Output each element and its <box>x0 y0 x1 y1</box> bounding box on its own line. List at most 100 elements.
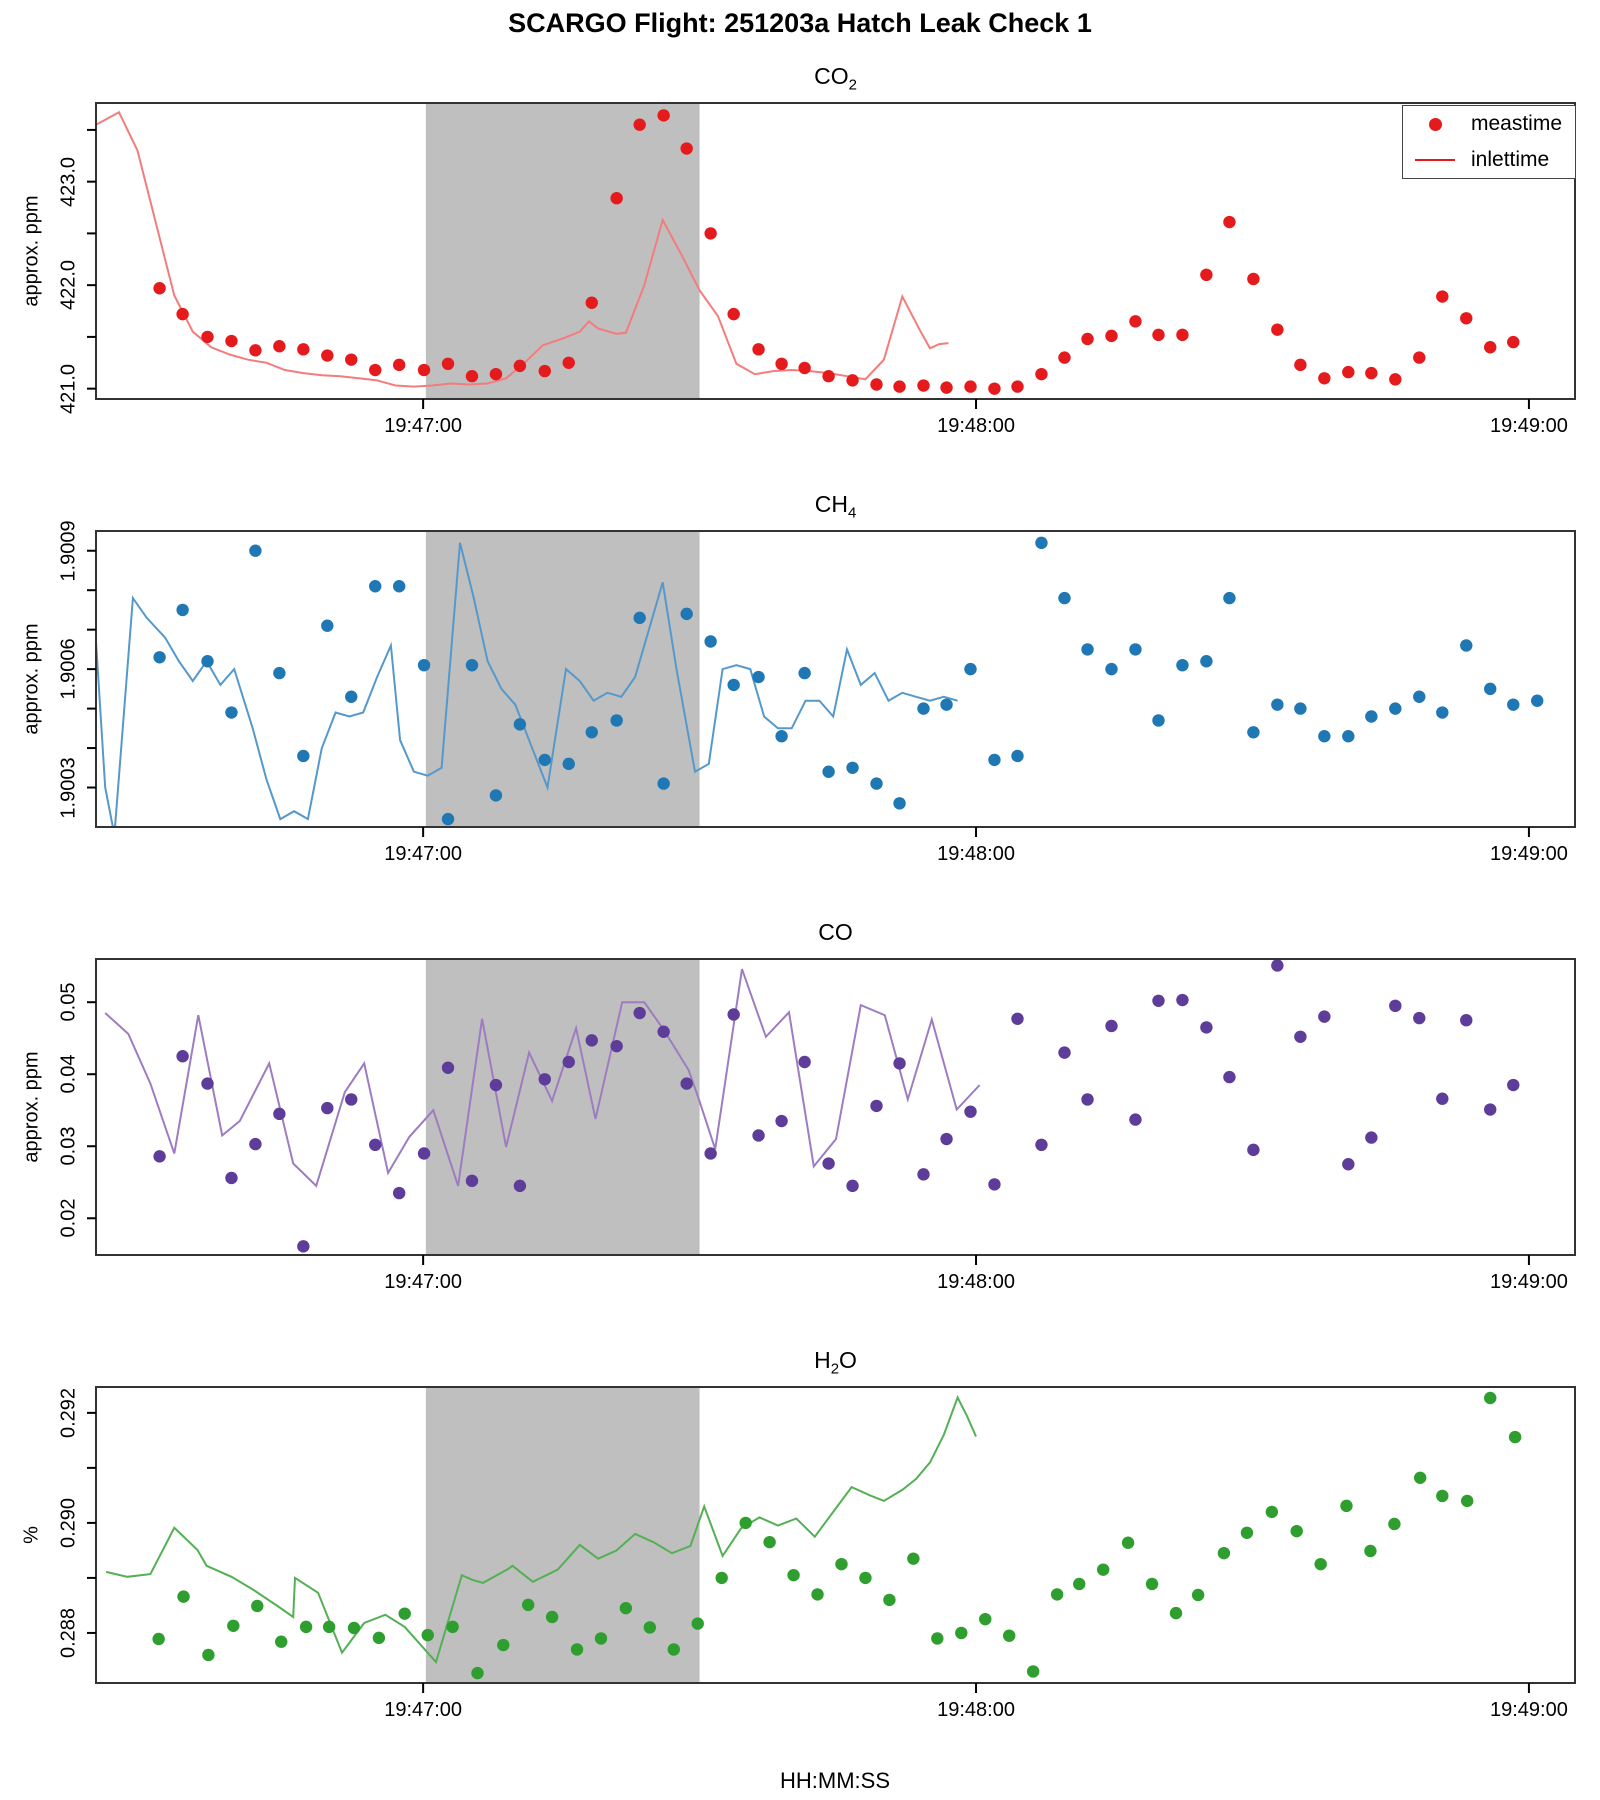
meastime-point-h2o <box>521 1598 535 1612</box>
meastime-point-co2 <box>538 364 551 378</box>
meastime-point-ch4 <box>321 619 334 632</box>
meastime-point-h2o <box>471 1666 484 1680</box>
meastime-point-h2o <box>497 1638 510 1652</box>
meastime-point-h2o <box>1217 1546 1231 1560</box>
meastime-point-co2 <box>633 118 646 131</box>
meastime-point-co <box>822 1157 835 1170</box>
meastime-point-h2o <box>883 1593 896 1607</box>
meastime-point-co <box>1152 994 1165 1007</box>
meastime-point-icon <box>1413 117 1457 131</box>
meastime-point-ch4 <box>513 718 527 731</box>
y-tick-label-co: 0.04 <box>57 1054 80 1094</box>
x-tick-label: 19:48:00 <box>937 1271 1015 1293</box>
y-tick-label-h2o: 0.288 <box>57 1607 80 1658</box>
meastime-point-h2o <box>811 1588 824 1601</box>
meastime-point-h2o <box>1096 1563 1110 1576</box>
meastime-point-co <box>1129 1113 1142 1126</box>
panel-title-segment: O <box>839 1347 857 1373</box>
meastime-point-co <box>489 1078 503 1092</box>
meastime-point-co2 <box>321 349 334 362</box>
meastime-point-co <box>321 1101 334 1115</box>
meastime-point-h2o <box>227 1619 240 1632</box>
meastime-point-h2o <box>1073 1577 1086 1591</box>
meastime-point-ch4 <box>562 757 575 771</box>
meastime-point-co <box>441 1061 455 1074</box>
meastime-point-h2o <box>372 1631 386 1645</box>
panel-title-segment: 2 <box>848 76 857 94</box>
meastime-point-co <box>345 1093 358 1106</box>
meastime-point-co2 <box>752 343 765 356</box>
meastime-point-ch4 <box>1531 694 1544 707</box>
meastime-point-co <box>1058 1046 1071 1059</box>
y-tick-label-co2: 421.0 <box>57 363 80 414</box>
meastime-point-ch4 <box>1436 706 1449 719</box>
meastime-point-co <box>657 1025 670 1038</box>
meastime-point-h2o <box>1191 1588 1205 1602</box>
meastime-point-ch4 <box>1176 658 1189 672</box>
meastime-point-co <box>1318 1010 1331 1023</box>
meastime-point-co2 <box>704 227 717 240</box>
meastime-point-h2o <box>1121 1536 1135 1549</box>
meastime-point-ch4 <box>585 726 598 739</box>
meastime-point-h2o <box>1460 1494 1474 1508</box>
meastime-point-h2o <box>322 1620 336 1634</box>
meastime-point-co <box>201 1077 214 1090</box>
meastime-point-h2o <box>1290 1524 1303 1538</box>
meastime-point-ch4 <box>538 753 551 767</box>
leak-check-shade <box>425 959 700 1255</box>
meastime-point-co <box>153 1150 166 1163</box>
meastime-point-co2 <box>1389 373 1402 386</box>
y-tick-label-co: 0.05 <box>57 982 80 1022</box>
panel-title-segment: 4 <box>847 504 857 522</box>
legend-label-inlettime: inlettime <box>1471 148 1550 171</box>
meastime-point-co2 <box>822 370 835 383</box>
x-tick-label: 19:48:00 <box>937 843 1015 865</box>
y-tick-label-co: 0.03 <box>57 1126 80 1166</box>
meastime-point-co <box>538 1073 551 1086</box>
meastime-point-ch4 <box>369 580 382 593</box>
y-axis-label-co2: approx. ppm <box>20 195 43 307</box>
panel-title-co2: CO2 <box>814 63 857 94</box>
meastime-point-co2 <box>176 307 189 321</box>
panel-title-segment: CH <box>814 491 848 517</box>
meastime-point-co <box>1413 1011 1426 1025</box>
meastime-point-h2o <box>931 1632 944 1645</box>
meastime-point-h2o <box>202 1648 215 1662</box>
meastime-point-co <box>1294 1030 1307 1043</box>
meastime-point-co2 <box>1200 268 1213 282</box>
meastime-point-h2o <box>398 1607 411 1620</box>
meastime-point-h2o <box>1240 1526 1254 1539</box>
meastime-point-ch4 <box>940 698 953 711</box>
meastime-point-ch4 <box>633 611 646 625</box>
meastime-point-ch4 <box>1271 698 1284 711</box>
panel-title-segment: CO <box>814 63 849 89</box>
meastime-point-ch4 <box>1152 714 1165 727</box>
meastime-point-co <box>1436 1092 1449 1105</box>
meastime-point-co2 <box>1507 335 1520 349</box>
meastime-point-co <box>752 1129 765 1142</box>
meastime-point-co2 <box>1271 323 1284 336</box>
x-tick-label: 19:47:00 <box>384 415 463 437</box>
x-tick-label: 19:48:00 <box>937 415 1015 437</box>
page-title: SCARGO Flight: 251203a Hatch Leak Check … <box>508 8 1092 38</box>
meastime-point-h2o <box>763 1535 776 1549</box>
x-tick-label: 19:47:00 <box>384 1699 463 1721</box>
meastime-point-co <box>225 1171 238 1185</box>
meastime-point-h2o <box>1364 1544 1377 1558</box>
meastime-point-co2 <box>585 296 598 309</box>
meastime-point-h2o <box>545 1610 559 1624</box>
meastime-point-ch4 <box>727 678 740 692</box>
meastime-point-co <box>704 1147 717 1160</box>
meastime-point-h2o <box>1413 1471 1427 1484</box>
meastime-point-h2o <box>177 1590 190 1603</box>
meastime-point-co <box>513 1179 527 1193</box>
meastime-point-co2 <box>1081 332 1094 346</box>
meastime-point-ch4 <box>1460 639 1473 652</box>
meastime-point-h2o <box>421 1628 434 1642</box>
meastime-point-co2 <box>917 379 930 392</box>
meastime-point-ch4 <box>225 706 238 719</box>
x-tick-label: 19:49:00 <box>1489 1699 1568 1721</box>
meastime-point-h2o <box>1050 1588 1064 1601</box>
meastime-point-co2 <box>798 361 811 375</box>
